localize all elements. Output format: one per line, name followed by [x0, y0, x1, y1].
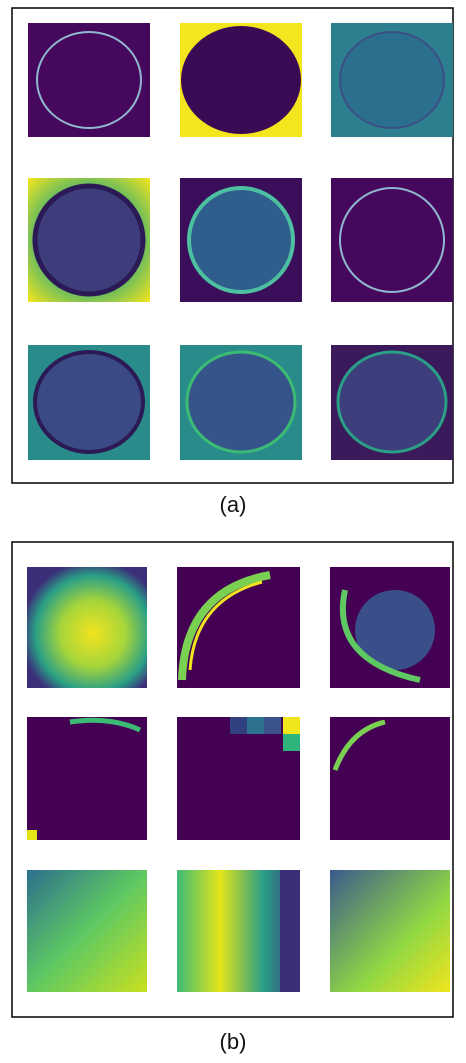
brain-outline [340, 32, 444, 128]
activation-pixel [230, 717, 247, 734]
activation-pixel [247, 717, 264, 734]
page: (a) (b) (() => { const data = JSON.parse… [0, 0, 466, 1063]
activation-pixel [283, 734, 300, 751]
feature-map [27, 717, 147, 840]
feature-map [177, 717, 300, 840]
activation-pixel [27, 830, 37, 840]
feature-map [27, 567, 147, 688]
figure: (a) (b) [0, 0, 466, 1063]
brain-outline [35, 186, 143, 294]
brain-outline [187, 352, 295, 452]
feature-map [27, 870, 147, 992]
feature-map [331, 178, 453, 302]
brain-outline [338, 352, 446, 452]
feature-map [28, 23, 150, 137]
activation-pixel [280, 870, 300, 992]
feature-map-grid [27, 567, 450, 992]
panel-label: (b) [220, 1029, 247, 1054]
feature-map [330, 870, 450, 992]
brain-outline [189, 188, 293, 292]
brain-outline [181, 26, 301, 134]
panel-label: (a) [220, 492, 247, 517]
feature-map-grid [28, 23, 453, 460]
activation-pixel [264, 717, 281, 734]
brain-outline [35, 352, 143, 452]
feature-map [330, 717, 450, 840]
activation-pixel [283, 717, 300, 734]
